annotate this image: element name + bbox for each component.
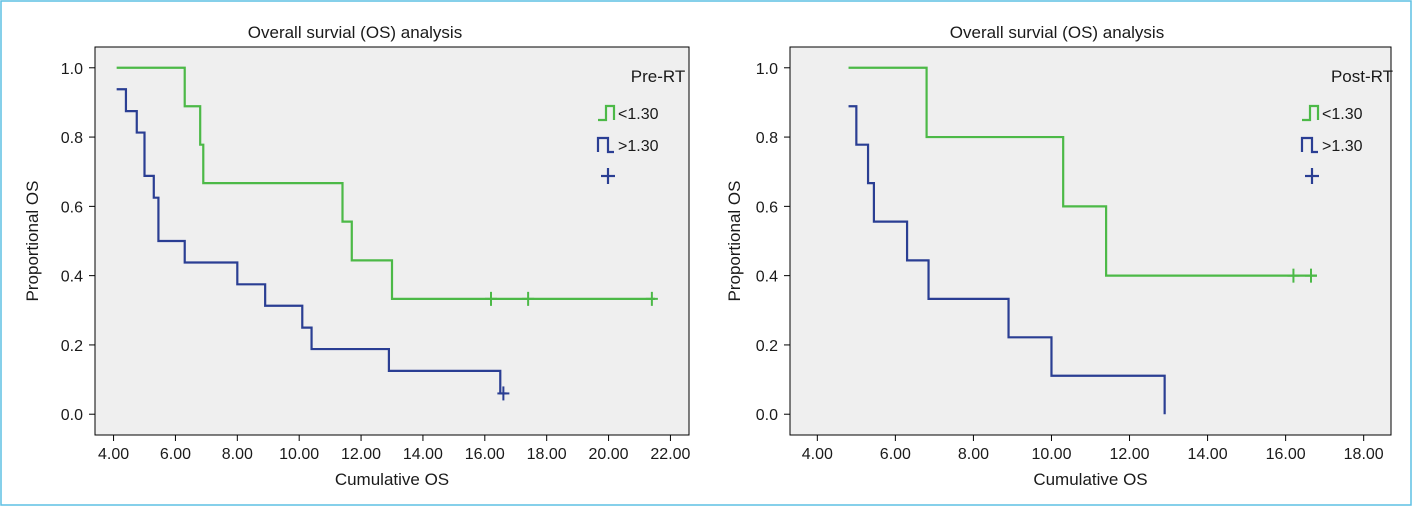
x-tick-label: 14.00: [1188, 446, 1228, 463]
chart-panel-2: Overall survial (OS) analysis 0.0 0.2 0.4 0.…: [710, 10, 1404, 494]
y-tick-label: 0.6: [61, 199, 83, 216]
legend-swatch: [1300, 136, 1318, 154]
x-tick-label: 20.00: [589, 446, 629, 463]
legend-swatch: [1302, 104, 1320, 122]
y-tick-label: 1.0: [61, 61, 83, 78]
x-tick-label: 16.00: [1266, 446, 1306, 463]
x-tick-label: 6.00: [160, 446, 191, 463]
x-tick-label: 8.00: [222, 446, 253, 463]
chart-title: Overall survial (OS) analysis: [248, 23, 462, 42]
legend-label: <1.30: [1322, 106, 1363, 123]
x-tick-label: 10.00: [279, 446, 319, 463]
series-line-1: [848, 66, 1317, 277]
y-tick-label: 0.8: [756, 130, 778, 147]
x-tick-label: 10.00: [1031, 446, 1071, 463]
x-tick-label: 22.00: [650, 446, 690, 463]
series-line-2: [848, 105, 1166, 415]
legend-swatch: [598, 104, 616, 122]
y-axis-label: Proportional OS: [23, 181, 42, 302]
x-tick-label: 14.00: [403, 446, 443, 463]
legend-label: <1.30: [618, 106, 659, 123]
x-tick-label: 18.00: [527, 446, 567, 463]
y-axis-label: Proportional OS: [725, 181, 744, 302]
y-tick-label: 0.6: [756, 199, 778, 216]
chart-panel-1: Overall survial (OS) analysis 0.0 0.2 0.4 0.…: [8, 10, 702, 494]
y-tick-label: 0.0: [756, 407, 778, 424]
y-tick-label: 0.4: [61, 269, 83, 286]
x-tick-label: 6.00: [880, 446, 911, 463]
series-line-1: [116, 66, 655, 300]
series-line-2: [116, 88, 507, 395]
x-tick-label: 12.00: [341, 446, 381, 463]
legend-label: >1.30: [1322, 138, 1363, 155]
legend-title: Post-RT: [1331, 67, 1393, 86]
x-tick-label: 12.00: [1110, 446, 1150, 463]
x-tick-label: 4.00: [98, 446, 129, 463]
plot-area: [789, 46, 1392, 436]
x-tick-label: 4.00: [802, 446, 833, 463]
y-tick-label: 0.2: [61, 338, 83, 355]
y-tick-label: 0.2: [756, 338, 778, 355]
chart-title: Overall survial (OS) analysis: [950, 23, 1164, 42]
y-tick-label: 1.0: [756, 61, 778, 78]
x-tick-label: 18.00: [1344, 446, 1384, 463]
x-tick-label: 8.00: [958, 446, 989, 463]
legend-title: Pre-RT: [631, 67, 685, 86]
x-axis-label: Cumulative OS: [1033, 470, 1147, 489]
x-tick-label: 16.00: [465, 446, 505, 463]
legend-swatch: [596, 136, 614, 154]
y-tick-label: 0.0: [61, 407, 83, 424]
y-tick-label: 0.4: [756, 269, 778, 286]
legend-label: >1.30: [618, 138, 659, 155]
x-axis-label: Cumulative OS: [335, 470, 449, 489]
y-tick-label: 0.8: [61, 130, 83, 147]
